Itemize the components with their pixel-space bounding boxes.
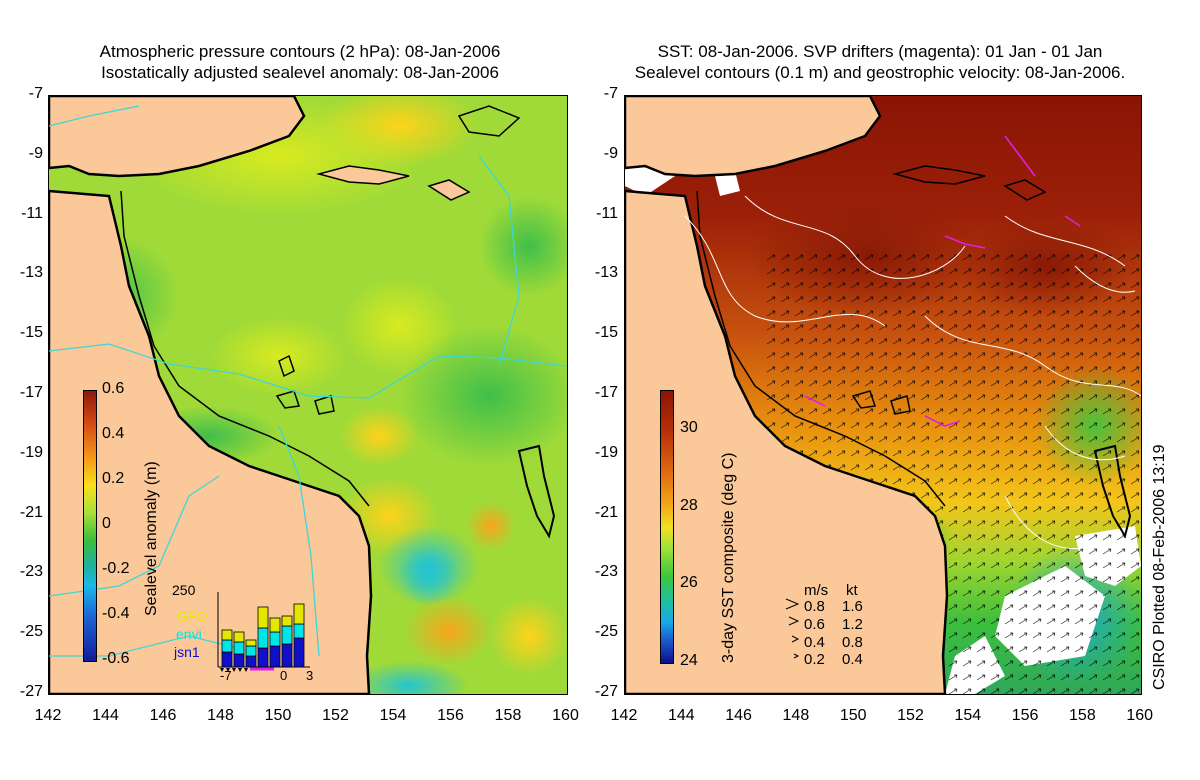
left-y-tick: -15 <box>19 324 43 342</box>
right-y-tick: -25 <box>594 623 618 641</box>
sealevel-colorbar-tick: 0 <box>102 515 111 532</box>
right-x-tick: 144 <box>667 707 695 724</box>
left-y-tick: -7 <box>28 85 43 102</box>
right-x-tick: 152 <box>897 707 924 724</box>
sst-colorbar-tick: 28 <box>680 496 698 514</box>
altimeter-inset: 250 <box>170 582 320 683</box>
right-title-line1: SST: 08-Jan-2006. SVP drifters (magenta)… <box>657 42 1103 61</box>
left-x-tick: 152 <box>322 707 349 724</box>
left-y-tick: -17 <box>19 384 43 401</box>
inset-legend-envi: envi <box>176 626 202 642</box>
inset-legend-jsn1: jsn1 <box>174 644 200 660</box>
sealevel-colorbar-tick: 0.4 <box>102 425 125 442</box>
left-y-tick: -27 <box>19 683 43 700</box>
velocity-legend-arrows <box>785 598 800 659</box>
left-title-line1: Atmospheric pressure contours (2 hPa): 0… <box>99 42 501 61</box>
sst-colorbar-tick: 26 <box>680 574 698 592</box>
inset-histogram <box>217 592 310 672</box>
right-x-tick: 142 <box>610 707 638 724</box>
right-x-tick: 156 <box>1011 707 1039 724</box>
right-x-tick: 150 <box>839 707 867 724</box>
velocity-legend-row4-ms: 0.2 <box>804 651 825 668</box>
velocity-legend-row3-kt: 0.8 <box>842 634 863 651</box>
right-y-tick: -19 <box>594 443 618 461</box>
sst-colorbar-tick: 30 <box>680 418 698 436</box>
right-x-tick: 148 <box>782 707 810 724</box>
left-x-tick: 158 <box>494 707 522 724</box>
sealevel-colorbar-tick: 0.6 <box>102 380 125 397</box>
left-y-tick: -9 <box>28 144 43 162</box>
sealevel-anomaly-field <box>49 96 567 694</box>
velocity-legend-row1-ms: 0.8 <box>804 598 825 615</box>
right-x-tick: 158 <box>1069 707 1096 724</box>
sst-colorbar-label: 3-day SST composite (deg C) <box>720 452 737 663</box>
right-y-tick: -21 <box>594 503 618 521</box>
left-x-tick: 142 <box>34 707 62 724</box>
sealevel-colorbar-tick: -0.6 <box>102 650 130 667</box>
left-y-tick: -13 <box>19 264 43 282</box>
sst-colorbar <box>660 390 674 664</box>
right-y-tick: -17 <box>594 384 618 401</box>
left-y-tick: -25 <box>19 623 43 641</box>
right-x-tick: 154 <box>954 707 982 724</box>
inset-x-label-0: 0 <box>280 668 288 683</box>
sealevel-colorbar-label: Sealevel anomaly (m) <box>143 461 160 616</box>
right-x-tick: 160 <box>1126 707 1154 724</box>
right-y-tick: -9 <box>603 144 618 162</box>
left-sealevel-map <box>48 95 568 695</box>
right-y-tick: -15 <box>594 324 618 342</box>
right-y-tick: -11 <box>596 204 618 222</box>
left-y-tick: -11 <box>21 204 43 222</box>
velocity-legend-row2-kt: 1.2 <box>842 616 863 633</box>
left-x-tick: 150 <box>264 707 292 724</box>
right-y-tick: -27 <box>594 683 618 700</box>
velocity-legend-header-ms: m/s <box>804 582 829 599</box>
velocity-legend-row1-kt: 1.6 <box>842 598 863 615</box>
left-x-tick: 154 <box>379 707 407 724</box>
right-y-tick: -13 <box>594 264 618 282</box>
left-x-tick: 146 <box>149 707 177 724</box>
inset-y-max-label: 250 <box>172 582 196 598</box>
credit-label: CSIRO Plotted 08-Feb-2006 13:19 <box>1151 444 1168 690</box>
left-y-tick: -21 <box>19 503 43 521</box>
left-x-tick: 160 <box>552 707 579 724</box>
left-y-tick: -23 <box>19 563 43 581</box>
sealevel-colorbar-tick: -0.2 <box>102 560 130 577</box>
right-y-tick: -7 <box>603 85 618 102</box>
left-title-line2: Isostatically adjusted sealevel anomaly:… <box>101 63 499 82</box>
sealevel-colorbar-tick: 0.2 <box>102 470 125 487</box>
inset-x-label-neg7: -7 <box>220 668 232 683</box>
velocity-legend-row2-ms: 0.6 <box>804 616 825 633</box>
sealevel-colorbar-tick: -0.4 <box>102 605 130 622</box>
velocity-legend-header-kt: kt <box>846 582 858 599</box>
left-x-tick: 148 <box>207 707 234 724</box>
velocity-legend-row4-kt: 0.4 <box>842 651 863 668</box>
sealevel-colorbar <box>83 390 97 662</box>
inset-x-label-3: 3 <box>306 668 314 683</box>
right-title-line2: Sealevel contours (0.1 m) and geostrophi… <box>634 63 1126 82</box>
sst-field <box>625 96 1141 694</box>
right-y-tick: -23 <box>594 563 618 581</box>
right-x-tick: 146 <box>725 707 752 724</box>
left-y-tick: -19 <box>19 443 43 461</box>
left-x-tick: 156 <box>437 707 464 724</box>
inset-legend-gfo: GFO <box>177 608 208 624</box>
velocity-legend: m/s kt 0.8 1.6 0.6 1.2 0.4 0.8 0.2 0.4 <box>784 582 894 668</box>
left-x-tick: 144 <box>92 707 119 724</box>
right-sst-map <box>624 95 1142 695</box>
sst-colorbar-tick: 24 <box>680 652 698 669</box>
velocity-legend-row3-ms: 0.4 <box>804 634 825 651</box>
